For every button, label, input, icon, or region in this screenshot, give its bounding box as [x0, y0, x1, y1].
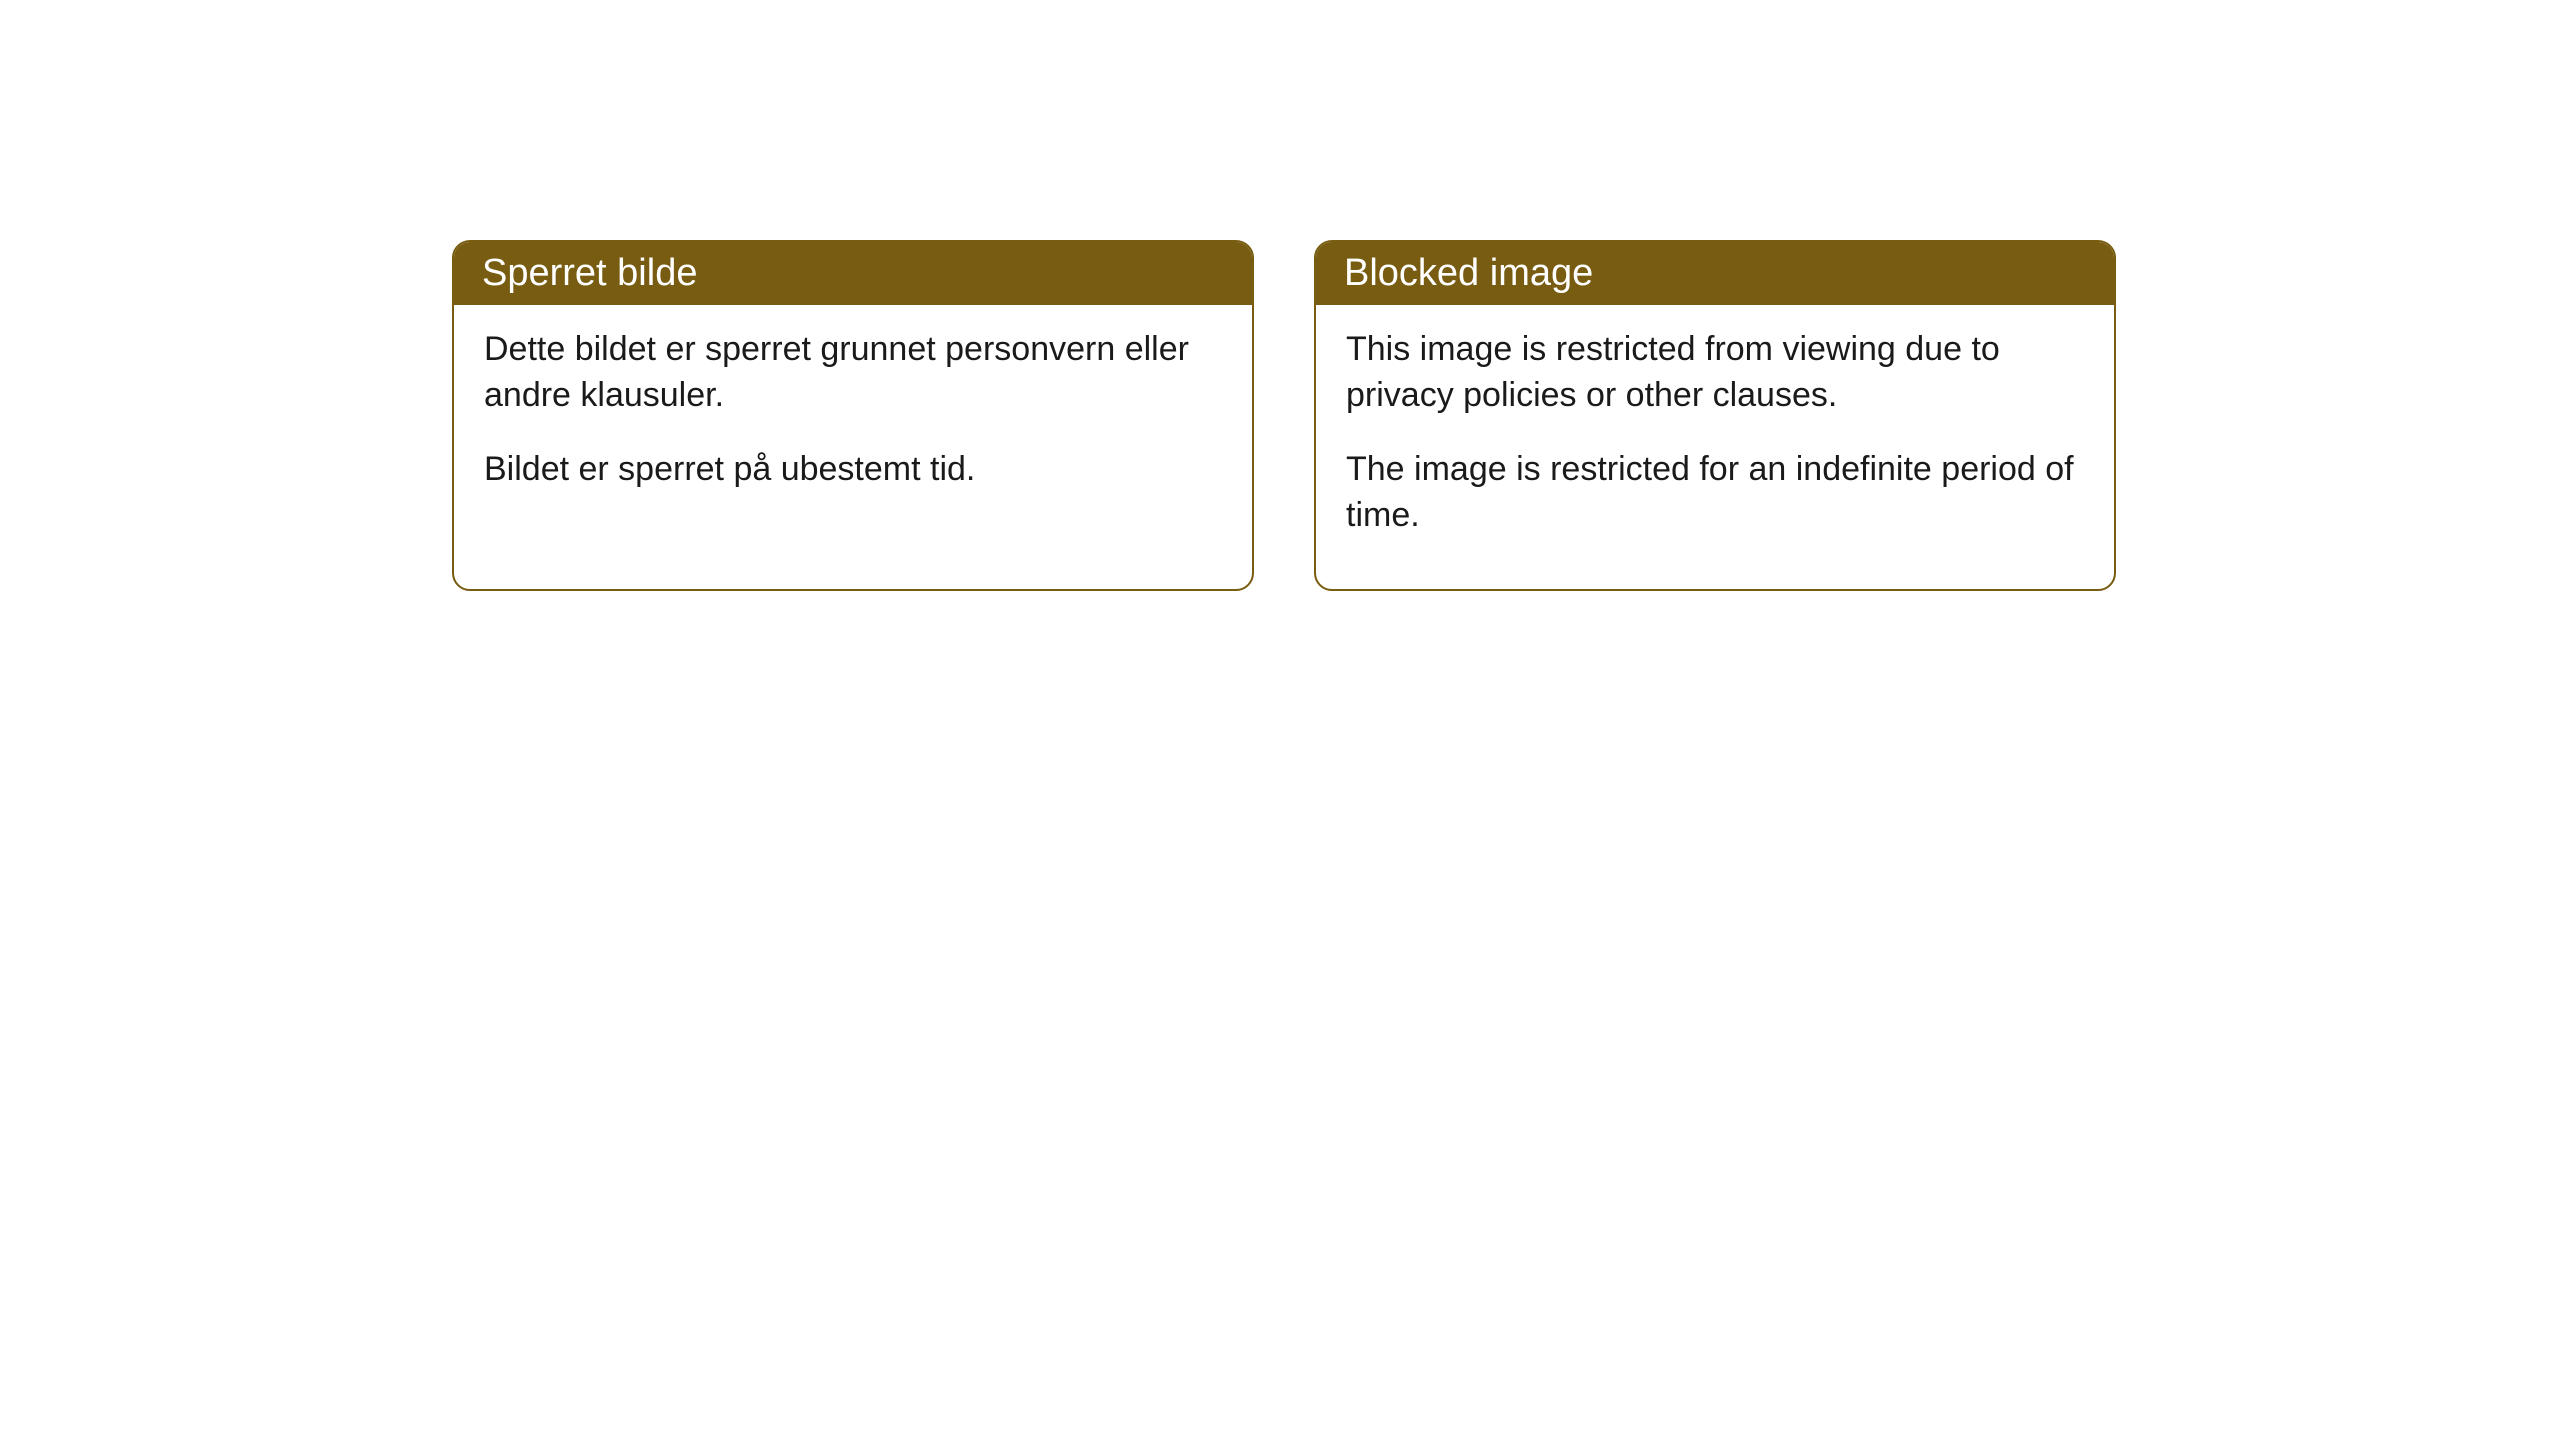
card-para1-english: This image is restricted from viewing du…	[1346, 327, 2084, 419]
card-para2-norwegian: Bildet er sperret på ubestemt tid.	[484, 447, 1222, 493]
card-header-english: Blocked image	[1316, 242, 2114, 305]
card-body-english: This image is restricted from viewing du…	[1316, 305, 2114, 589]
card-norwegian: Sperret bilde Dette bildet er sperret gr…	[452, 240, 1254, 591]
card-english: Blocked image This image is restricted f…	[1314, 240, 2116, 591]
card-para2-english: The image is restricted for an indefinit…	[1346, 447, 2084, 539]
card-para1-norwegian: Dette bildet er sperret grunnet personve…	[484, 327, 1222, 419]
card-body-norwegian: Dette bildet er sperret grunnet personve…	[454, 305, 1252, 543]
cards-container: Sperret bilde Dette bildet er sperret gr…	[452, 240, 2116, 591]
card-header-norwegian: Sperret bilde	[454, 242, 1252, 305]
